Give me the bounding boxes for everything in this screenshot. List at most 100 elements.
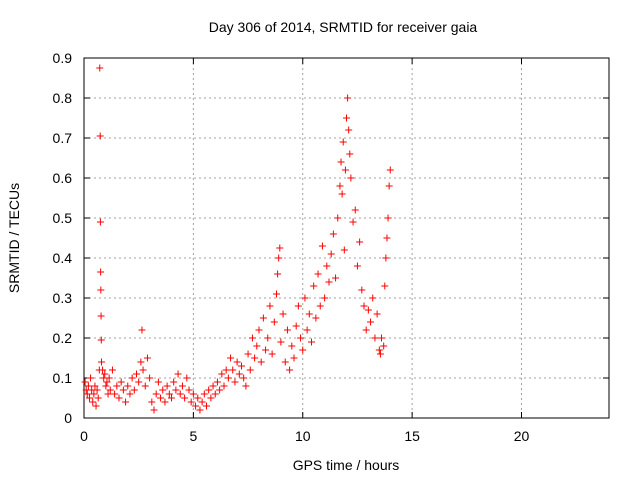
data-point: [133, 370, 140, 378]
data-point: [358, 286, 366, 294]
y-tick-label: 0.1: [53, 370, 73, 386]
data-point: [369, 294, 377, 302]
data-point: [316, 302, 324, 310]
data-point: [126, 390, 134, 398]
data-point: [104, 390, 112, 398]
data-point: [203, 402, 210, 410]
data-point: [157, 394, 165, 402]
data-point: [327, 250, 335, 258]
data-point: [97, 286, 105, 294]
data-point: [353, 262, 361, 270]
data-point: [246, 366, 254, 374]
data-point: [364, 306, 372, 314]
y-tick-label: 0.3: [53, 290, 73, 306]
data-point: [229, 366, 237, 374]
data-point: [270, 318, 278, 326]
x-tick-label: 0: [80, 428, 88, 444]
y-tick-label: 0.6: [53, 170, 73, 186]
data-point: [325, 278, 333, 286]
data-point: [218, 370, 226, 378]
data-point: [101, 370, 109, 378]
axis-ticks: 0 5 10 15 20 0 0.1 0.2 0.3 0.4 0.5 0.6 0.7 0.8 0.9: [53, 50, 609, 444]
data-point: [288, 342, 296, 350]
data-series: [81, 64, 394, 414]
data-point: [274, 270, 282, 278]
data-point: [183, 374, 191, 382]
data-point: [209, 382, 217, 390]
data-point: [213, 378, 221, 386]
data-point: [189, 390, 197, 398]
data-point: [97, 268, 105, 276]
data-point: [386, 166, 394, 174]
data-point: [92, 402, 100, 410]
data-point: [124, 382, 132, 390]
data-point: [98, 358, 105, 366]
data-point: [321, 294, 329, 302]
data-point: [381, 282, 389, 290]
data-point: [299, 346, 307, 354]
data-point: [323, 262, 331, 270]
data-point: [137, 358, 145, 366]
data-point: [248, 334, 256, 342]
data-point: [360, 302, 368, 310]
data-point: [242, 382, 250, 390]
data-point: [176, 390, 184, 398]
data-point: [385, 182, 393, 190]
y-tick-label: 0: [64, 410, 72, 426]
data-point: [294, 302, 302, 310]
data-point: [244, 350, 252, 358]
y-tick-label: 0.9: [53, 50, 73, 66]
x-tick-label: 20: [514, 428, 530, 444]
data-point: [163, 382, 171, 390]
data-point: [380, 342, 388, 350]
data-point: [161, 398, 169, 406]
data-point: [384, 214, 392, 222]
data-point: [174, 370, 182, 378]
data-point: [81, 378, 89, 386]
data-point: [111, 390, 119, 398]
data-point: [346, 150, 354, 158]
data-point: [332, 274, 340, 282]
grid: [84, 58, 609, 418]
data-point: [268, 350, 276, 358]
data-point: [297, 334, 305, 342]
data-point: [84, 382, 92, 390]
data-point: [290, 354, 298, 362]
data-point: [343, 114, 350, 122]
data-point: [187, 398, 195, 406]
data-point: [119, 386, 127, 394]
data-point: [211, 390, 219, 398]
data-point: [122, 398, 130, 406]
data-point: [207, 394, 215, 402]
data-point: [251, 354, 259, 362]
data-point: [340, 246, 348, 254]
data-point: [185, 386, 193, 394]
data-point: [383, 234, 391, 242]
data-point: [375, 346, 383, 354]
data-point: [336, 182, 344, 190]
x-tick-label: 15: [404, 428, 420, 444]
data-point: [222, 366, 230, 374]
data-point: [106, 386, 114, 394]
data-point: [314, 270, 322, 278]
y-tick-label: 0.5: [53, 210, 73, 226]
data-point: [339, 138, 347, 146]
data-point: [170, 378, 178, 386]
data-point: [87, 374, 95, 382]
data-point: [308, 338, 315, 346]
data-point: [102, 382, 110, 390]
data-point: [159, 386, 167, 394]
data-point: [262, 346, 270, 354]
x-tick-label: 10: [295, 428, 311, 444]
data-point: [152, 390, 160, 398]
data-point: [198, 398, 206, 406]
data-point: [376, 350, 384, 358]
data-point: [135, 378, 143, 386]
data-point: [233, 358, 241, 366]
data-point: [85, 394, 93, 402]
plot-frame: [83, 57, 610, 419]
data-point: [303, 326, 311, 334]
data-point: [90, 390, 98, 398]
data-point: [227, 354, 235, 362]
